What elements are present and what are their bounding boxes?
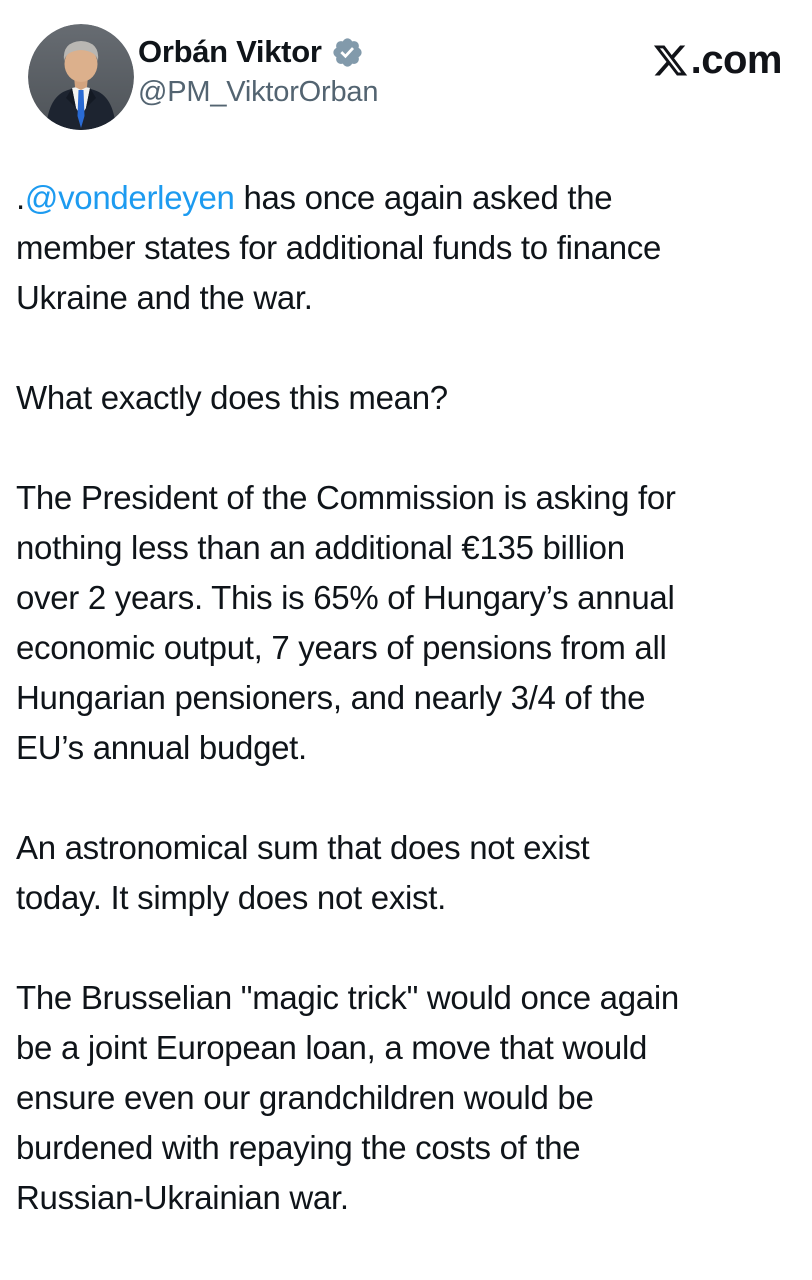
text-segment: What exactly does this mean?: [16, 379, 448, 416]
paragraph: An astronomical sum that does not exist t…: [16, 823, 802, 923]
verified-badge-icon: [333, 37, 362, 67]
text-segment: Russian-Ukrainian war.: [16, 1179, 349, 1216]
text-segment: member states for additional funds to fi…: [16, 229, 662, 266]
text-segment: has once again asked the: [234, 179, 613, 216]
post-line: over 2 years. This is 65% of Hungary’s a…: [16, 573, 802, 623]
identity-block: Orbán Viktor @PM_ViktorOrban: [138, 34, 378, 109]
post-line: nothing less than an additional €135 bil…: [16, 523, 802, 573]
post-line: Ukraine and the war.: [16, 273, 802, 323]
watermark-suffix: .com: [690, 38, 783, 82]
text-segment: Ukraine and the war.: [16, 279, 313, 316]
post-line: The President of the Commission is askin…: [16, 473, 802, 523]
text-segment: An astronomical sum that does not exist: [16, 829, 590, 866]
post-line: The Brusselian "magic trick" would once …: [16, 973, 802, 1023]
text-segment: Hungarian pensioners, and nearly 3/4 of …: [16, 679, 646, 716]
text-segment: EU’s annual budget.: [16, 729, 307, 766]
post-line: ensure even our grandchildren would be: [16, 1073, 802, 1123]
name-row: Orbán Viktor: [138, 34, 378, 70]
text-segment: The Brusselian "magic trick" would once …: [16, 979, 679, 1016]
post-line: What exactly does this mean?: [16, 373, 802, 423]
post-line: be a joint European loan, a move that wo…: [16, 1023, 802, 1073]
text-segment: over 2 years. This is 65% of Hungary’s a…: [16, 579, 675, 616]
paragraph: The President of the Commission is askin…: [16, 473, 802, 773]
post-line: today. It simply does not exist.: [16, 873, 802, 923]
tweet-header: Orbán Viktor @PM_ViktorOrban .com: [28, 24, 784, 134]
text-segment: today. It simply does not exist.: [16, 879, 446, 916]
post-line: Hungarian pensioners, and nearly 3/4 of …: [16, 673, 802, 723]
avatar[interactable]: [28, 24, 134, 130]
text-segment: ensure even our grandchildren would be: [16, 1079, 594, 1116]
x-logo-icon: [653, 45, 687, 76]
paragraph: The Brusselian "magic trick" would once …: [16, 973, 802, 1223]
text-segment: economic output, 7 years of pensions fro…: [16, 629, 667, 666]
tweet-text: .@vonderleyen has once again asked the me…: [16, 173, 802, 1223]
handle[interactable]: @PM_ViktorOrban: [138, 76, 379, 108]
paragraph: What exactly does this mean?: [16, 373, 802, 423]
x-com-watermark: .com: [652, 38, 783, 83]
post-line: .@vonderleyen has once again asked the: [16, 173, 802, 223]
post-line: burdened with repaying the costs of the: [16, 1123, 802, 1173]
paragraph: .@vonderleyen has once again asked the me…: [16, 173, 802, 323]
mention-link[interactable]: @vonderleyen: [24, 179, 235, 216]
post-line: An astronomical sum that does not exist: [16, 823, 802, 873]
profile-photo: [28, 24, 134, 130]
post-line: EU’s annual budget.: [16, 723, 802, 773]
text-segment: nothing less than an additional €135 bil…: [16, 529, 625, 566]
text-segment: burdened with repaying the costs of the: [16, 1129, 581, 1166]
text-segment: .: [16, 179, 25, 216]
post-line: economic output, 7 years of pensions fro…: [16, 623, 802, 673]
text-segment: be a joint European loan, a move that wo…: [16, 1029, 648, 1066]
text-segment: The President of the Commission is askin…: [16, 479, 676, 516]
display-name[interactable]: Orbán Viktor: [138, 34, 322, 69]
post-line: Russian-Ukrainian war.: [16, 1173, 802, 1223]
post-line: member states for additional funds to fi…: [16, 223, 802, 273]
